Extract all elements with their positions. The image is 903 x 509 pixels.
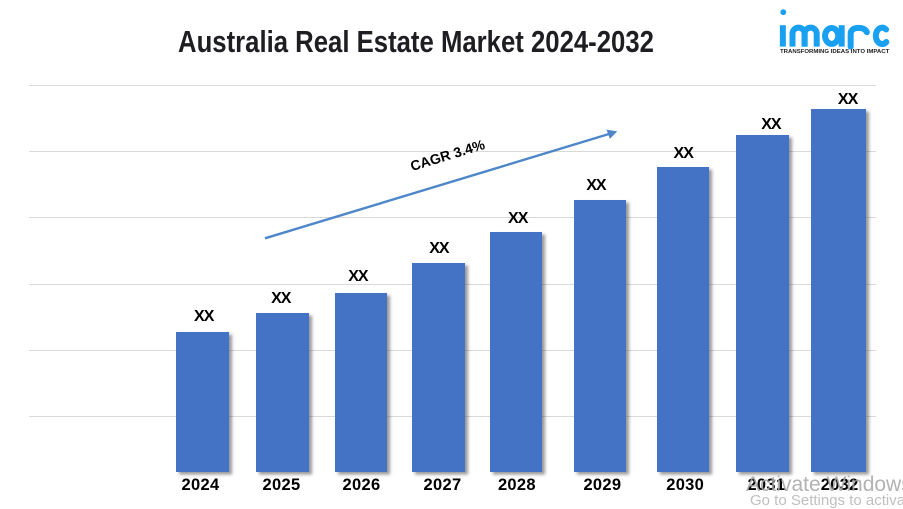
svg-text:TRANSFORMING IDEAS INTO IMPACT: TRANSFORMING IDEAS INTO IMPACT	[780, 49, 890, 55]
